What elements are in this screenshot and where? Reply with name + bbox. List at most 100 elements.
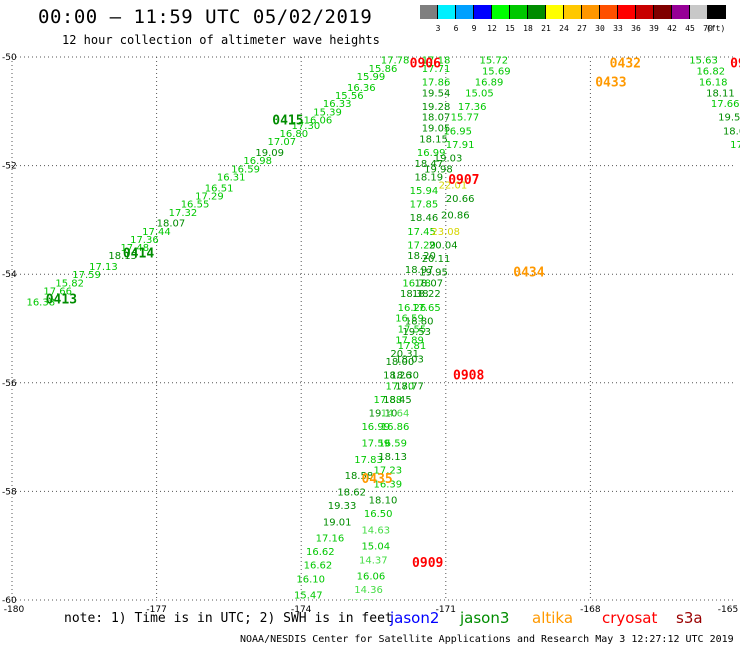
swh-data-label: 19.54 <box>718 113 740 124</box>
satellite-altika: altika <box>532 609 574 627</box>
swh-data-label: 18.46 <box>410 213 439 224</box>
swh-data-label: 17.29 <box>407 240 436 251</box>
pass-time-label: 0415 <box>272 113 303 128</box>
pass-time-label: 0909 <box>412 556 443 571</box>
swh-data-label: 16.36 <box>347 83 376 94</box>
satellite-jason2: jason2 <box>390 609 440 627</box>
swh-data-label: 15.99 <box>357 72 386 83</box>
legend-swatch <box>492 5 510 19</box>
swh-data-label: 18.20 <box>407 251 436 262</box>
swh-data-label: 18.97 <box>405 265 434 276</box>
swh-data-label: 14.37 <box>359 555 388 566</box>
swh-data-label: 19.03 <box>434 153 463 164</box>
swh-data-label: 17.59 <box>72 270 101 281</box>
swh-data-label: 17.32 <box>169 208 198 219</box>
swh-data-label: 15.69 <box>482 67 511 78</box>
swh-data-label: 18.62 <box>337 487 366 498</box>
swh-data-label: 18.00 <box>386 357 415 368</box>
swh-data-label: 19.95 <box>419 267 448 278</box>
y-tick-label: -56 <box>2 379 17 389</box>
swh-data-label: 20.86 <box>441 210 470 221</box>
x-tick-label: -177 <box>146 605 166 615</box>
chart-subtitle: 12 hour collection of altimeter wave hei… <box>62 33 380 47</box>
swh-data-label: 16.62 <box>304 561 333 572</box>
swh-data-label: 16.50 <box>364 509 393 520</box>
swh-data-label: 20.66 <box>446 194 475 205</box>
legend-swatch <box>438 5 456 19</box>
swh-data-label: 17.44 <box>142 227 171 238</box>
swh-data-label: 15.63 <box>689 56 718 67</box>
y-tick-label: -52 <box>2 162 17 172</box>
swh-data-label: 17.83 <box>354 455 383 466</box>
swh-data-label: 14.36 <box>354 585 383 596</box>
legend-swatch <box>582 5 600 19</box>
swh-data-label: 16.10 <box>296 574 325 585</box>
swh-data-label: 18.15 <box>108 251 137 262</box>
legend-swatch <box>420 5 438 19</box>
swh-data-label: 18.26 <box>383 371 412 382</box>
pass-time-label: 0907 <box>448 173 479 188</box>
legend-swatch <box>654 5 672 19</box>
swh-data-label: 17.80 <box>730 140 740 151</box>
pass-time-label: 0414 <box>123 246 154 261</box>
satellite-s3a: s3a <box>676 609 703 627</box>
swh-data-label: 17.66 <box>43 286 72 297</box>
swh-data-label: 15.82 <box>55 278 84 289</box>
swh-data-label: 15.86 <box>369 64 398 75</box>
swh-data-label: 17.71 <box>422 64 451 75</box>
swh-data-label: 16.55 <box>181 200 210 211</box>
swh-data-label: 17.65 <box>412 303 441 314</box>
x-tick-label: -180 <box>4 605 25 615</box>
legend-unit: (ft) <box>706 24 726 33</box>
swh-data-label: 16.98 <box>243 156 272 167</box>
legend-swatch <box>690 5 708 19</box>
swh-data-label: 20.11 <box>422 254 451 265</box>
swh-data-label: 17.18 <box>422 56 451 67</box>
swh-data-label: 17.55 <box>398 325 427 336</box>
swh-data-label: 16.59 <box>395 314 424 325</box>
swh-data-label: 19.33 <box>328 501 357 512</box>
swh-data-label: 17.29 <box>195 191 224 202</box>
swh-data-label: 16.33 <box>323 99 352 110</box>
legend-swatch <box>474 5 492 19</box>
pass-time-label: 0908 <box>453 369 484 384</box>
swh-data-label: 19.09 <box>255 148 284 159</box>
swh-data-label: 17.48 <box>120 243 149 254</box>
swh-data-label: 18.07 <box>157 219 186 230</box>
swh-data-label: 16.78 <box>402 278 431 289</box>
swh-data-label: 17.30 <box>292 121 321 132</box>
y-tick-label: -60 <box>2 596 17 606</box>
swh-data-label: 16.80 <box>280 129 309 140</box>
y-tick-label: -54 <box>2 270 17 280</box>
swh-data-label: 17.85 <box>410 200 439 211</box>
swh-data-label: 15.39 <box>313 107 342 118</box>
swh-data-label: 18.03 <box>395 354 424 365</box>
legend-label: 9 <box>471 24 477 33</box>
swh-data-label: 16.06 <box>357 572 386 583</box>
swh-data-label: 18.07 <box>723 126 740 137</box>
swh-data-label: 18.07 <box>422 113 451 124</box>
swh-data-label: 23.08 <box>431 227 460 238</box>
swh-data-label: 19.98 <box>424 164 453 175</box>
swh-data-label: 17.70 <box>386 382 415 393</box>
pass-time-label: 0434 <box>513 265 544 280</box>
swh-data-label: 13.52 <box>347 599 376 610</box>
legend-swatch <box>618 5 636 19</box>
swh-data-label: 17.07 <box>267 137 296 148</box>
note-text: note: 1) Time is in UTC; 2) SWH is in fe… <box>64 611 393 626</box>
swh-data-label: 17.86 <box>422 77 451 88</box>
swh-data-label: 18.80 <box>405 316 434 327</box>
satellite-jason3: jason3 <box>460 609 510 627</box>
swh-data-label: 18.22 <box>412 289 441 300</box>
swh-data-label: 20.31 <box>390 349 419 360</box>
swh-data-label: 17.13 <box>89 262 118 273</box>
swh-data-label: 17.45 <box>407 227 436 238</box>
legend-swatch <box>636 5 654 19</box>
swh-data-label: 19.01 <box>323 517 352 528</box>
legend-swatch <box>564 5 582 19</box>
swh-data-label: 16.06 <box>304 115 333 126</box>
legend-swatch <box>510 5 528 19</box>
swh-data-label: 18.11 <box>706 88 735 99</box>
swh-data-label: 18.19 <box>414 172 443 183</box>
pass-time-label: 0432 <box>610 56 641 71</box>
